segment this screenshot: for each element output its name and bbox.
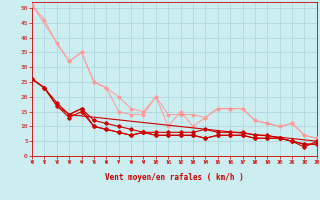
- X-axis label: Vent moyen/en rafales ( km/h ): Vent moyen/en rafales ( km/h ): [105, 174, 244, 183]
